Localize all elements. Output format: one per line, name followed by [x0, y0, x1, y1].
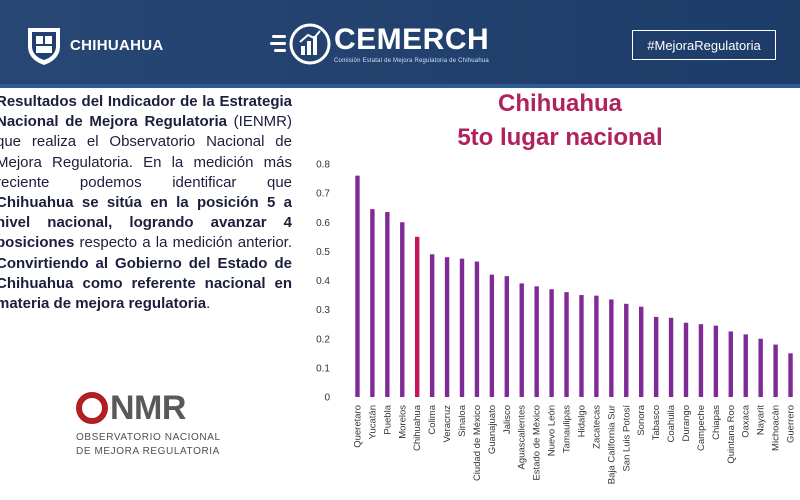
- bar-guanajuato: [489, 274, 495, 397]
- x-tick-label: Ciudad de México: [472, 405, 483, 481]
- bar-chart: 0 0.1 0.2 0.3 0.4 0.5 0.6 0.7 0.8 Queretaro Yucatá…: [316, 160, 797, 485]
- cemerch-logo[interactable]: CEMERCH Comisión Estatal de Mejora Regul…: [270, 22, 489, 66]
- x-tick-label: Chiapas: [711, 405, 722, 440]
- chart-subtitle: 5to lugar nacional: [457, 124, 663, 151]
- onmr-ring-icon: [76, 392, 108, 424]
- bar-ciudad-de-mexico: [474, 261, 480, 397]
- bar-zacatecas: [594, 295, 599, 397]
- bar-aguascalientes: [519, 283, 524, 397]
- paragraph-bold-conclusion: Convirtiendo al Gobierno del Estado de C…: [0, 254, 292, 313]
- y-tick-label: 0.1: [316, 363, 330, 374]
- x-tick-label: Michoacán: [771, 405, 782, 451]
- government-logo[interactable]: CHIHUAHUA: [24, 24, 164, 66]
- bar-nuevo-leon: [549, 289, 554, 397]
- x-tick-label: Queretaro: [352, 405, 363, 448]
- x-tick-label: Morelos: [397, 405, 408, 439]
- paragraph-text-2: respecto a la medición anterior.: [74, 234, 292, 252]
- bar-queretaro: [355, 175, 360, 397]
- paragraph-text-1: (IENMR) que realiza el Observatorio Naci…: [0, 113, 293, 191]
- chart-title: Chihuahua: [498, 90, 622, 117]
- bar-colima: [429, 254, 435, 397]
- paragraph-bold-position: Chihuahua se sitúa en la posición 5 a ni…: [0, 194, 292, 252]
- x-tick-label: Jalisco: [502, 405, 513, 434]
- x-tick-label: Guanajuato: [487, 405, 498, 454]
- bar-michoacan: [773, 344, 778, 397]
- y-tick-label: 0: [324, 393, 330, 404]
- bar-chiapas: [713, 325, 719, 397]
- x-tick-label: Hidalgo: [576, 405, 587, 437]
- x-tick-label: Veracruz: [442, 405, 453, 443]
- bar-san-luis-potosi: [624, 303, 629, 397]
- onmr-caption-line-1: OBSERVATORIO NACIONAL: [76, 432, 221, 443]
- header-bar: [0, 0, 800, 84]
- x-tick-label: Campeche: [696, 405, 707, 451]
- bar-guerrero: [788, 353, 793, 397]
- x-tick-label: Nuevo León: [547, 405, 558, 456]
- brand-title: CEMERCH: [334, 22, 490, 56]
- paragraph-text-3: .: [206, 295, 211, 313]
- y-tick-label: 0.5: [316, 247, 330, 258]
- onmr-logo[interactable]: NMR OBSERVATORIO NACIONAL DE MEJORA REGU…: [76, 389, 221, 457]
- bar-estado-de-mexico: [534, 286, 539, 397]
- paragraph-bold-intro: Resultados del Indicador de la Estrategi…: [0, 93, 292, 131]
- x-tick-label: Sinaloa: [457, 404, 468, 436]
- brand-subtitle: Comisión Estatal de Mejora Regulatoria d…: [334, 57, 489, 64]
- hashtag-badge[interactable]: #MejoraRegulatoria: [632, 30, 776, 60]
- x-tick-label: Baja California Sur: [606, 405, 617, 484]
- bar-sinaloa: [459, 258, 465, 397]
- x-tick-label: Guerrero: [786, 405, 797, 443]
- y-tick-label: 0.3: [316, 305, 330, 316]
- y-tick-label: 0.7: [316, 189, 330, 200]
- results-paragraph: Resultados del Indicador de la Estrategi…: [0, 92, 292, 314]
- x-tick-label: Oaxaca: [741, 404, 752, 437]
- bar-sonora: [639, 306, 644, 397]
- y-tick-label: 0.4: [316, 276, 330, 287]
- bar-coahuila: [668, 317, 674, 397]
- bar-quintana-roo: [728, 331, 733, 397]
- header-accent-line: [0, 84, 800, 88]
- x-tick-label: Coahuila: [666, 404, 677, 442]
- onmr-logo-text: NMR: [110, 389, 186, 427]
- coat-of-arms-icon: [28, 28, 60, 65]
- x-tick-label: Puebla: [382, 404, 393, 434]
- x-tick-label: Colima: [427, 404, 438, 434]
- bar-jalisco: [504, 276, 509, 397]
- bar-yucatan: [370, 209, 375, 397]
- bar-morelos: [400, 222, 405, 397]
- bar-tabasco: [653, 316, 659, 397]
- x-tick-label: Aguascalientes: [517, 405, 528, 470]
- x-tick-label: San Luis Potosí: [621, 405, 632, 472]
- speedometer-chart-icon: [270, 23, 331, 65]
- x-tick-label: Estado de México: [532, 405, 543, 481]
- bar-nayarit: [758, 338, 763, 397]
- y-tick-label: 0.2: [316, 334, 330, 345]
- bar-durango: [683, 322, 689, 397]
- bar-veracruz: [444, 257, 450, 397]
- x-tick-label: Quintana Roo: [726, 405, 737, 464]
- y-tick-label: 0.6: [316, 218, 330, 229]
- x-tick-label: Yucatán: [367, 405, 378, 439]
- x-tick-label: Chihuahua: [412, 404, 423, 451]
- bar-campeche: [698, 324, 704, 397]
- x-tick-label: Tabasco: [651, 405, 662, 440]
- x-tick-label: Zacatecas: [591, 405, 602, 449]
- bar-tamaulipas: [564, 292, 569, 397]
- x-tick-label: Sonora: [636, 404, 647, 435]
- onmr-caption-line-2: DE MEJORA REGULATORIA: [76, 446, 220, 457]
- x-tick-label: Nayarit: [756, 405, 767, 435]
- x-tick-label: Tamaulipas: [562, 405, 573, 453]
- bar-chihuahua: [415, 236, 420, 397]
- bar-baja-california-sur: [609, 299, 614, 397]
- x-tick-label: Durango: [681, 405, 692, 441]
- government-logo-text: CHIHUAHUA: [70, 36, 164, 54]
- bar-hidalgo: [579, 295, 584, 397]
- bar-puebla: [385, 212, 390, 397]
- y-tick-label: 0.8: [316, 160, 330, 171]
- bar-oaxaca: [743, 334, 748, 397]
